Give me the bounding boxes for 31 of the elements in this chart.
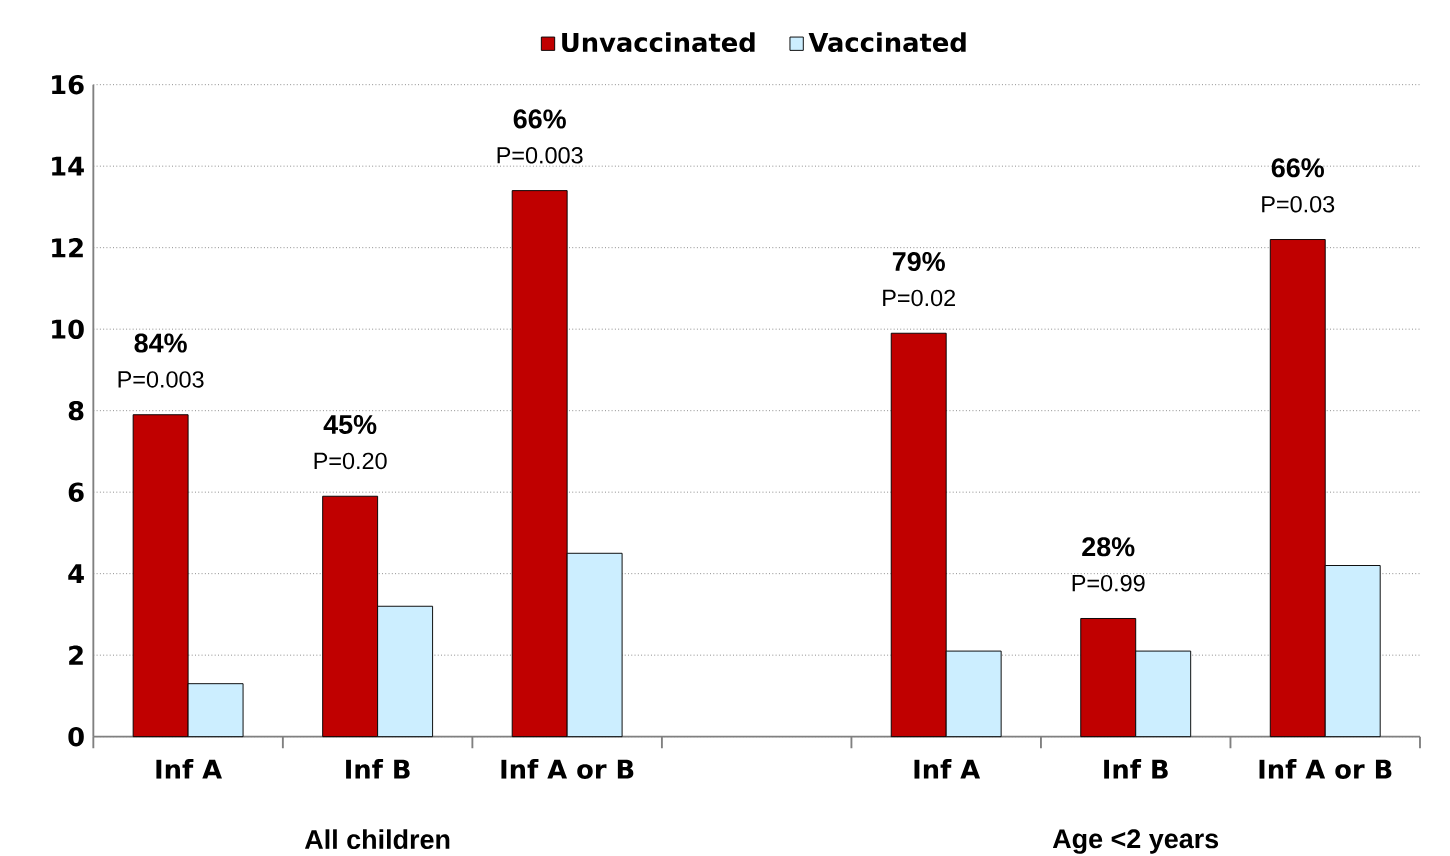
x-tick-label: Inf B	[1104, 758, 1168, 779]
y-tick-label: 8	[68, 400, 84, 421]
annotation: P=0.02	[883, 289, 955, 307]
x-tick-label: Inf A	[156, 758, 222, 779]
y-tick-label: 16	[52, 74, 84, 95]
y-tick-label: 12	[52, 238, 83, 258]
y-tick-label: 6	[68, 482, 84, 502]
annotation: P=0.20	[314, 452, 387, 470]
annotation: 66%	[513, 109, 566, 129]
text: Age <2 years	[1052, 829, 1219, 854]
x-tick-label: Inf B	[346, 758, 410, 779]
y-tick-label: 14	[52, 156, 84, 176]
x-tick-label: Inf A or B	[501, 758, 634, 779]
annotation: 28%	[1082, 537, 1135, 557]
x-tick-label: Inf A	[914, 758, 981, 779]
y-tick-label: 4	[68, 564, 84, 584]
legend-label: Vaccinated	[808, 32, 966, 53]
y-tick-label: 0	[68, 726, 84, 747]
annotation: P=0.003	[497, 147, 583, 164]
y-tick-label: 2	[69, 645, 83, 665]
annotation: 45%	[323, 415, 377, 435]
annotation: 66%	[1271, 158, 1324, 178]
annotation: P=0.003	[118, 371, 204, 388]
x-tick-label: Inf A or B	[1259, 758, 1392, 779]
legend-label: Unvaccinated	[562, 32, 755, 53]
text: All children	[304, 829, 450, 850]
annotation: 79%	[892, 251, 945, 272]
annotation: 84%	[134, 333, 187, 353]
annotation: P=0.99	[1072, 574, 1145, 592]
y-tick-label: 10	[52, 319, 84, 339]
annotation: P=0.03	[1262, 195, 1335, 213]
